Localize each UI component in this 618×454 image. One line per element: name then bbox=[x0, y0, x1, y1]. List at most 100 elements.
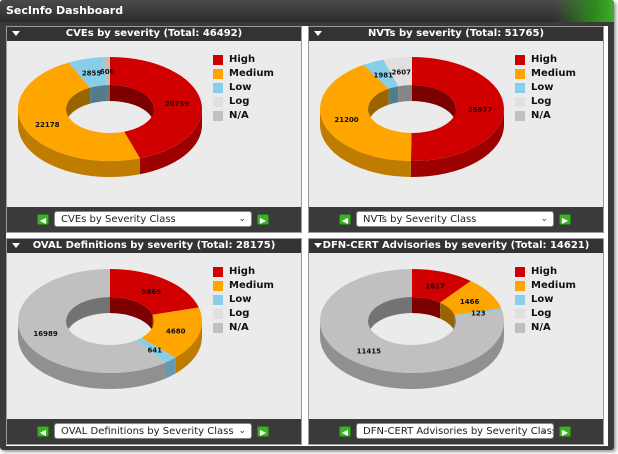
chart-type-select[interactable]: CVEs by Severity Class ⌄ bbox=[54, 211, 252, 227]
collapse-triangle-icon[interactable] bbox=[12, 243, 20, 248]
panel-footer: ◀ DFN-CERT Advisories by Severity Class ⌄… bbox=[309, 419, 603, 444]
legend-swatch bbox=[515, 97, 525, 107]
chevron-down-icon: ⌄ bbox=[238, 426, 246, 436]
legend-label: Log bbox=[531, 308, 552, 319]
legend-label: Low bbox=[531, 294, 554, 305]
legend-label: Medium bbox=[229, 280, 274, 291]
next-chart-button[interactable]: ▶ bbox=[559, 426, 571, 437]
slice-high[interactable] bbox=[110, 269, 199, 315]
donut-chart: 1617 1466 123 11415 bbox=[320, 269, 504, 389]
slice-na[interactable] bbox=[18, 269, 166, 373]
data-label-log: 2607 bbox=[392, 68, 412, 76]
legend-swatch bbox=[213, 309, 223, 319]
slice-na[interactable] bbox=[320, 269, 504, 373]
slice-high[interactable] bbox=[412, 269, 471, 303]
legend-label: Log bbox=[229, 96, 250, 107]
data-label-low: 1981 bbox=[373, 72, 393, 80]
prev-chart-button[interactable]: ◀ bbox=[339, 214, 351, 225]
chart-type-select[interactable]: DFN-CERT Advisories by Severity Class ⌄ bbox=[356, 423, 554, 439]
dashboard-titlebar: SecInfo Dashboard bbox=[0, 0, 614, 22]
legend-label: High bbox=[531, 266, 558, 277]
slice-inner-high bbox=[412, 297, 441, 319]
legend-swatch bbox=[213, 281, 223, 291]
slice-inner-na bbox=[106, 85, 110, 102]
panel-body: 5865 4680 641 16989 High Medium Low Log N/A bbox=[7, 253, 301, 420]
slice-medium[interactable] bbox=[17, 62, 140, 162]
next-chart-button[interactable]: ▶ bbox=[257, 426, 269, 437]
slice-log[interactable] bbox=[383, 57, 412, 87]
legend-item-low: Low bbox=[515, 81, 576, 95]
legend-item-na: N/A bbox=[515, 109, 576, 123]
slice-high[interactable] bbox=[410, 57, 504, 161]
collapse-triangle-icon[interactable] bbox=[314, 243, 322, 248]
panel-nvts: NVTs by severity (Total: 51765) 25977 212… bbox=[308, 26, 604, 233]
slice-low[interactable] bbox=[454, 308, 503, 317]
legend-label: Low bbox=[531, 82, 554, 93]
legend-item-high: High bbox=[213, 265, 274, 279]
legend-label: High bbox=[531, 54, 558, 65]
slice-side-high bbox=[410, 109, 504, 177]
panel-body: 20759 22178 2855 600 High Medium Low Log N/… bbox=[7, 41, 301, 208]
chart-legend: High Medium Low Log N/A bbox=[213, 265, 274, 335]
legend-label: Low bbox=[229, 82, 252, 93]
slice-medium[interactable] bbox=[319, 64, 412, 161]
legend-swatch bbox=[213, 83, 223, 93]
slice-high[interactable] bbox=[110, 57, 203, 159]
panel-title: DFN-CERT Advisories by severity (Total: … bbox=[322, 240, 590, 251]
data-label-na: 600 bbox=[100, 68, 115, 76]
panel-dfn-cert: DFN-CERT Advisories by severity (Total: … bbox=[308, 238, 604, 445]
legend-swatch bbox=[515, 281, 525, 291]
legend-item-medium: Medium bbox=[213, 67, 274, 81]
dashboard-title: SecInfo Dashboard bbox=[6, 4, 124, 17]
next-chart-button[interactable]: ▶ bbox=[559, 214, 571, 225]
data-label-low: 2855 bbox=[82, 69, 102, 77]
panel-cves: CVEs by severity (Total: 46492) 20759 221… bbox=[6, 26, 302, 233]
legend-item-na: N/A bbox=[213, 109, 274, 123]
slice-low[interactable] bbox=[136, 337, 176, 363]
data-label-high: 1617 bbox=[425, 282, 445, 290]
chart-type-select[interactable]: NVTs by Severity Class ⌄ bbox=[356, 211, 554, 227]
prev-chart-button[interactable]: ◀ bbox=[37, 214, 49, 225]
data-label-high: 5865 bbox=[142, 288, 162, 296]
legend-swatch bbox=[213, 111, 223, 121]
legend-item-log: Log bbox=[213, 95, 274, 109]
slice-medium[interactable] bbox=[141, 307, 202, 358]
legend-swatch bbox=[213, 69, 223, 79]
data-label-low: 123 bbox=[471, 310, 486, 318]
chevron-down-icon: ⌄ bbox=[540, 214, 548, 224]
slice-medium[interactable] bbox=[440, 281, 502, 316]
prev-chart-button[interactable]: ◀ bbox=[339, 426, 351, 437]
legend-item-medium: Medium bbox=[515, 279, 576, 293]
slice-inner-low bbox=[90, 85, 107, 104]
legend-swatch bbox=[515, 55, 525, 65]
slice-low[interactable] bbox=[363, 59, 399, 89]
titlebar-accent bbox=[554, 0, 614, 22]
data-label-na: 16989 bbox=[33, 330, 57, 338]
slice-side-medium bbox=[175, 321, 202, 374]
chart-type-select[interactable]: OVAL Definitions by Severity Class ⌄ bbox=[54, 423, 252, 439]
legend-item-high: High bbox=[515, 265, 576, 279]
slice-inner-high bbox=[110, 85, 154, 125]
slice-inner-low bbox=[388, 86, 399, 105]
legend-label: Medium bbox=[531, 68, 576, 79]
collapse-triangle-icon[interactable] bbox=[12, 31, 20, 36]
slice-na[interactable] bbox=[102, 57, 110, 86]
slice-inner-na bbox=[66, 297, 110, 337]
legend-label: N/A bbox=[229, 110, 249, 121]
panel-header: NVTs by severity (Total: 51765) bbox=[309, 27, 603, 41]
prev-chart-button[interactable]: ◀ bbox=[37, 426, 49, 437]
data-label-na: 11415 bbox=[357, 347, 381, 355]
data-label-medium: 21200 bbox=[334, 116, 358, 124]
slice-low[interactable] bbox=[68, 57, 107, 88]
legend-swatch bbox=[213, 323, 223, 333]
chevron-down-icon: ⌄ bbox=[540, 426, 548, 436]
slice-side-medium bbox=[18, 109, 140, 177]
collapse-triangle-icon[interactable] bbox=[314, 31, 322, 36]
slice-side-na bbox=[320, 321, 504, 389]
panel-footer: ◀ OVAL Definitions by Severity Class ⌄ ▶ bbox=[7, 419, 301, 444]
next-chart-button[interactable]: ▶ bbox=[257, 214, 269, 225]
legend-item-low: Low bbox=[213, 293, 274, 307]
panel-oval: OVAL Definitions by severity (Total: 281… bbox=[6, 238, 302, 445]
